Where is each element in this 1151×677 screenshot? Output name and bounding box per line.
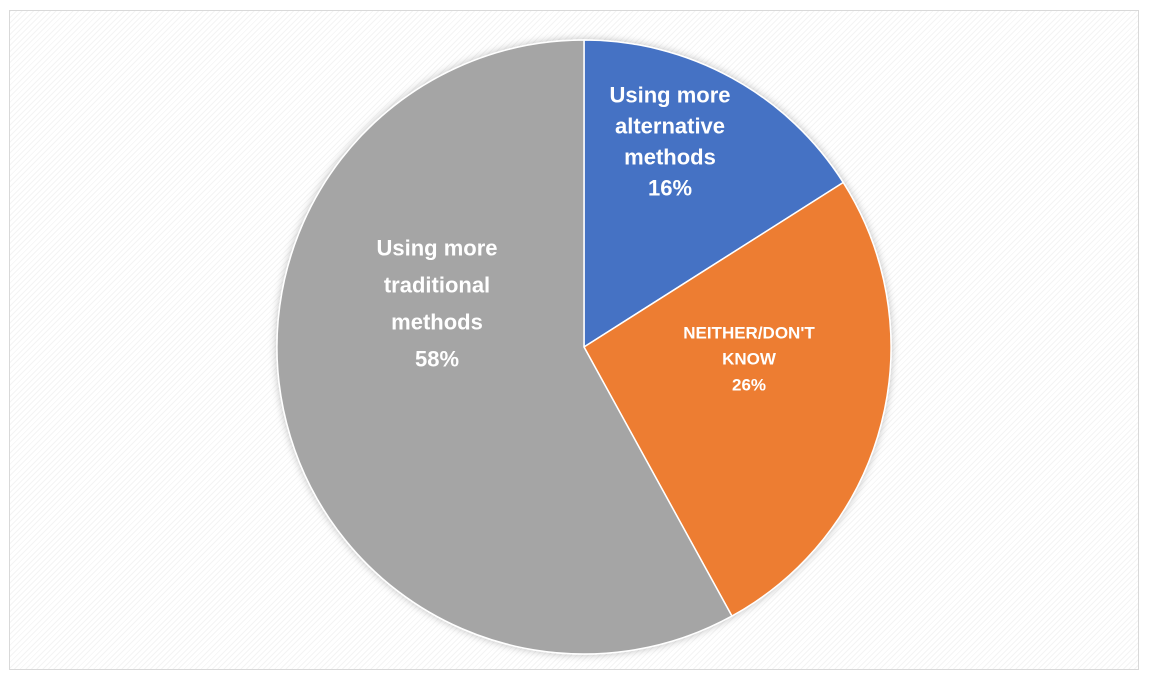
slice-category-label-2: Using more	[376, 235, 497, 260]
slice-value-label-1: 26%	[732, 375, 766, 394]
slice-category-label-2: methods	[391, 309, 483, 334]
pie-slice-2	[276, 39, 733, 655]
slice-category-label-1: KNOW	[722, 349, 777, 368]
pie-slice-0	[583, 39, 845, 349]
slice-category-label-0: alternative	[615, 113, 725, 138]
slice-category-label-2: traditional	[384, 272, 490, 297]
pie-slices	[276, 39, 892, 655]
slice-category-label-1: NEITHER/DON'T	[683, 323, 815, 342]
slice-category-label-0: Using more	[609, 82, 730, 107]
slice-value-label-0: 16%	[648, 175, 692, 200]
pie-labels: Using more alternative methods 16% NEITHER/D…	[376, 82, 815, 394]
pie-slice-1	[583, 181, 892, 618]
slice-value-label-2: 58%	[415, 346, 459, 371]
slice-category-label-0: methods	[624, 144, 716, 169]
